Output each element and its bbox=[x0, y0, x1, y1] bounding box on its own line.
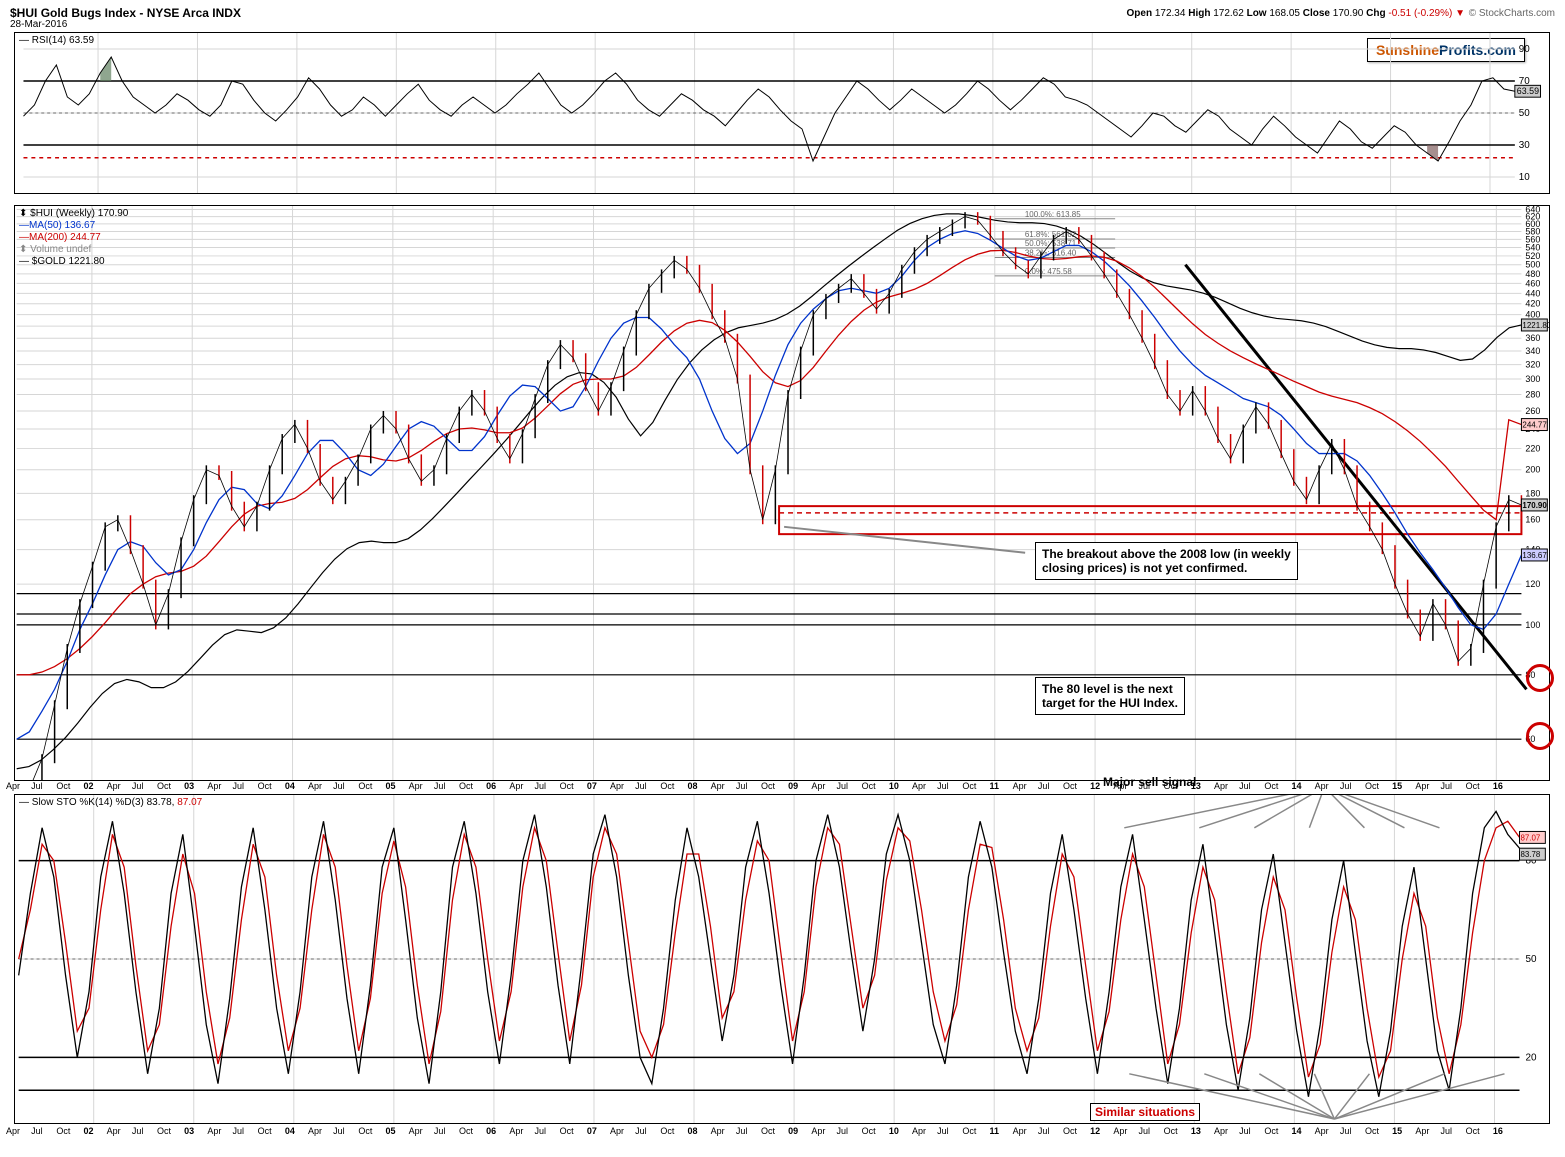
svg-text:340: 340 bbox=[1525, 346, 1540, 356]
svg-text:87.07: 87.07 bbox=[1520, 833, 1540, 842]
stochastic-panel: 20508087.0783.78 — Slow STO %K(14) %D(3)… bbox=[14, 794, 1550, 1124]
svg-text:83.78: 83.78 bbox=[1520, 850, 1540, 859]
ma50-label: —MA(50) 136.67 bbox=[19, 220, 128, 232]
major-sell-signal-label: Major sell signal bbox=[1103, 775, 1196, 789]
stochastic-plot: 20508087.0783.78 bbox=[15, 795, 1549, 1123]
rsi-plot: 103050709063.59 bbox=[15, 33, 1549, 193]
chart-title: $HUI Gold Bugs Index - NYSE Arca INDX bbox=[10, 6, 241, 20]
svg-text:30: 30 bbox=[1519, 140, 1530, 151]
svg-text:120: 120 bbox=[1525, 579, 1540, 589]
svg-text:100: 100 bbox=[1525, 620, 1540, 630]
volume-label: ⬍ Volume undef bbox=[19, 244, 128, 256]
svg-text:460: 460 bbox=[1525, 278, 1540, 288]
svg-text:280: 280 bbox=[1525, 389, 1540, 399]
ma200-label: —MA(200) 244.77 bbox=[19, 232, 128, 244]
svg-text:200: 200 bbox=[1525, 465, 1540, 475]
svg-text:244.77: 244.77 bbox=[1522, 421, 1547, 430]
hui-label: ⬍ $HUI (Weekly) 170.90 bbox=[19, 208, 128, 220]
similar-situations-label: Similar situations bbox=[1090, 1103, 1200, 1121]
svg-text:440: 440 bbox=[1525, 288, 1540, 298]
rsi-panel: 103050709063.59 — RSI(14) 63.59 bbox=[14, 32, 1550, 194]
svg-text:136.67: 136.67 bbox=[1522, 551, 1547, 560]
svg-text:10: 10 bbox=[1519, 172, 1530, 183]
chart-header: $HUI Gold Bugs Index - NYSE Arca INDX 28… bbox=[10, 4, 1555, 30]
svg-text:20: 20 bbox=[1525, 1052, 1537, 1063]
svg-text:320: 320 bbox=[1525, 360, 1540, 370]
svg-text:360: 360 bbox=[1525, 333, 1540, 343]
xaxis-upper: AprJulOct02AprJulOct03AprJulOct04AprJulO… bbox=[14, 781, 1551, 793]
svg-text:220: 220 bbox=[1525, 443, 1540, 453]
svg-text:50: 50 bbox=[1519, 108, 1530, 119]
svg-text:180: 180 bbox=[1525, 488, 1540, 498]
svg-text:260: 260 bbox=[1525, 406, 1540, 416]
svg-text:640: 640 bbox=[1525, 206, 1540, 214]
svg-text:63.59: 63.59 bbox=[1517, 86, 1539, 96]
svg-text:90: 90 bbox=[1519, 44, 1530, 55]
price-panel: 6080100120140160180200220240260280300320… bbox=[14, 205, 1550, 781]
svg-text:420: 420 bbox=[1525, 299, 1540, 309]
svg-text:1221.80: 1221.80 bbox=[1522, 321, 1549, 330]
xaxis-lower: AprJulOct02AprJulOct03AprJulOct04AprJulO… bbox=[14, 1126, 1551, 1138]
target-callout: The 80 level is the nexttarget for the H… bbox=[1035, 677, 1185, 715]
breakout-callout: The breakout above the 2008 low (in week… bbox=[1035, 542, 1298, 580]
svg-text:300: 300 bbox=[1525, 374, 1540, 384]
svg-text:160: 160 bbox=[1525, 515, 1540, 525]
rsi-label: — RSI(14) 63.59 bbox=[19, 35, 94, 47]
stockcharts-credit: © StockCharts.com bbox=[1469, 8, 1555, 19]
svg-text:170.90: 170.90 bbox=[1522, 501, 1547, 510]
stochastic-label: — Slow STO %K(14) %D(3) 83.78, 87.07 bbox=[19, 797, 202, 809]
svg-text:100.0%: 613.85: 100.0%: 613.85 bbox=[1025, 210, 1081, 219]
price-plot: 6080100120140160180200220240260280300320… bbox=[15, 206, 1549, 780]
ohlc-quote: Open 172.34 High 172.62 Low 168.05 Close… bbox=[1127, 8, 1466, 19]
svg-text:61.8%: 561.02: 61.8%: 561.02 bbox=[1025, 230, 1077, 239]
price-labels: ⬍ $HUI (Weekly) 170.90 —MA(50) 136.67 —M… bbox=[19, 208, 128, 268]
svg-text:400: 400 bbox=[1525, 310, 1540, 320]
target-circle-60 bbox=[1526, 722, 1554, 750]
svg-text:50: 50 bbox=[1525, 954, 1537, 965]
chart-date: 28-Mar-2016 bbox=[10, 19, 67, 30]
svg-text:500: 500 bbox=[1525, 260, 1540, 270]
stockchart-page: $HUI Gold Bugs Index - NYSE Arca INDX 28… bbox=[0, 0, 1565, 1157]
svg-text:480: 480 bbox=[1525, 269, 1540, 279]
gold-label: — $GOLD 1221.80 bbox=[19, 256, 128, 268]
